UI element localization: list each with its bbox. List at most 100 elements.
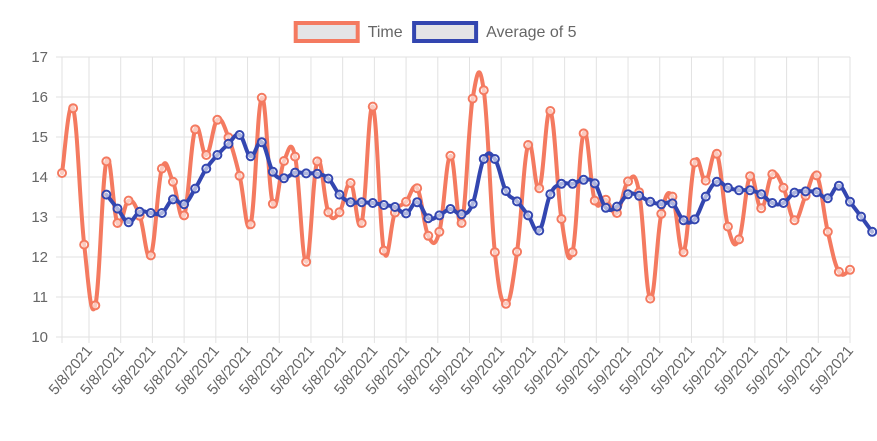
data-point[interactable]	[845, 196, 855, 207]
data-point[interactable]	[334, 189, 345, 200]
data-point[interactable]	[323, 173, 334, 184]
data-point[interactable]	[145, 208, 156, 218]
data-point[interactable]	[367, 101, 378, 112]
data-point[interactable]	[734, 185, 745, 196]
data-point[interactable]	[356, 197, 367, 208]
data-point[interactable]	[179, 210, 190, 221]
data-point[interactable]	[367, 198, 378, 208]
data-point[interactable]	[478, 85, 489, 96]
data-point[interactable]	[456, 209, 467, 220]
data-point[interactable]	[623, 189, 634, 200]
data-point[interactable]	[645, 196, 656, 207]
data-point[interactable]	[556, 178, 567, 189]
data-point[interactable]	[134, 206, 145, 217]
data-point[interactable]	[634, 190, 645, 201]
data-point[interactable]	[112, 218, 123, 228]
data-point[interactable]	[267, 166, 278, 177]
data-point[interactable]	[778, 182, 789, 193]
data-point[interactable]	[312, 156, 323, 167]
data-point[interactable]	[401, 196, 412, 207]
data-point[interactable]	[778, 198, 789, 208]
data-point[interactable]	[489, 154, 500, 164]
data-point[interactable]	[245, 219, 256, 230]
data-point[interactable]	[212, 150, 223, 160]
data-point[interactable]	[445, 150, 456, 161]
data-point[interactable]	[845, 264, 855, 275]
data-point[interactable]	[833, 266, 844, 277]
data-point[interactable]	[722, 182, 733, 193]
data-point[interactable]	[656, 208, 667, 219]
data-point[interactable]	[467, 198, 478, 209]
data-point[interactable]	[278, 173, 289, 184]
data-point[interactable]	[467, 93, 478, 104]
data-point[interactable]	[656, 199, 667, 210]
data-point[interactable]	[611, 201, 622, 212]
data-point[interactable]	[822, 226, 833, 237]
data-point[interactable]	[667, 198, 678, 209]
data-point[interactable]	[412, 197, 423, 208]
data-point[interactable]	[789, 215, 800, 226]
data-point[interactable]	[512, 196, 523, 207]
legend-item-average-of-5[interactable]: Average of 5	[412, 21, 577, 43]
data-point[interactable]	[600, 202, 611, 213]
data-point[interactable]	[567, 247, 578, 258]
data-point[interactable]	[167, 194, 178, 205]
data-point[interactable]	[101, 189, 112, 200]
data-point[interactable]	[290, 167, 301, 178]
data-point[interactable]	[389, 202, 400, 212]
data-point[interactable]	[378, 200, 389, 210]
data-point[interactable]	[711, 176, 722, 187]
data-point[interactable]	[534, 183, 545, 194]
data-point[interactable]	[556, 214, 567, 224]
data-point[interactable]	[312, 168, 323, 179]
data-point[interactable]	[267, 198, 278, 209]
legend[interactable]: Time Average of 5	[293, 21, 577, 43]
data-point[interactable]	[256, 92, 267, 103]
data-point[interactable]	[700, 191, 711, 202]
data-point[interactable]	[623, 176, 634, 187]
data-point[interactable]	[378, 245, 389, 256]
data-point[interactable]	[811, 170, 822, 181]
data-point[interactable]	[256, 137, 267, 148]
data-point[interactable]	[856, 211, 867, 222]
data-point[interactable]	[589, 195, 600, 206]
data-point[interactable]	[190, 183, 201, 194]
data-point[interactable]	[822, 193, 833, 204]
data-point[interactable]	[112, 203, 123, 214]
data-point[interactable]	[789, 187, 800, 198]
data-point[interactable]	[434, 210, 445, 221]
data-point[interactable]	[90, 300, 101, 311]
data-point[interactable]	[57, 168, 67, 178]
data-point[interactable]	[323, 207, 334, 218]
data-point[interactable]	[223, 138, 234, 149]
data-point[interactable]	[412, 183, 423, 194]
data-point[interactable]	[489, 247, 500, 258]
data-point[interactable]	[234, 170, 245, 181]
data-point[interactable]	[678, 215, 689, 226]
data-point[interactable]	[301, 168, 312, 179]
data-point[interactable]	[212, 114, 223, 125]
data-point[interactable]	[179, 199, 190, 210]
data-point[interactable]	[722, 221, 733, 232]
data-point[interactable]	[800, 186, 811, 197]
data-point[interactable]	[345, 197, 356, 208]
data-point[interactable]	[534, 225, 545, 236]
data-point[interactable]	[700, 175, 711, 186]
data-point[interactable]	[689, 214, 700, 225]
data-point[interactable]	[345, 178, 356, 188]
data-point[interactable]	[301, 256, 312, 267]
data-point[interactable]	[278, 156, 289, 166]
data-point[interactable]	[145, 250, 156, 261]
legend-item-time[interactable]: Time	[293, 21, 403, 43]
data-point[interactable]	[545, 106, 556, 116]
data-point[interactable]	[756, 189, 767, 200]
data-point[interactable]	[512, 246, 523, 257]
data-point[interactable]	[101, 156, 112, 167]
data-point[interactable]	[423, 230, 434, 241]
data-point[interactable]	[578, 128, 589, 139]
data-point[interactable]	[190, 124, 201, 135]
data-point[interactable]	[434, 226, 445, 237]
data-point[interactable]	[201, 163, 212, 174]
data-point[interactable]	[500, 186, 511, 196]
data-point[interactable]	[767, 169, 778, 180]
